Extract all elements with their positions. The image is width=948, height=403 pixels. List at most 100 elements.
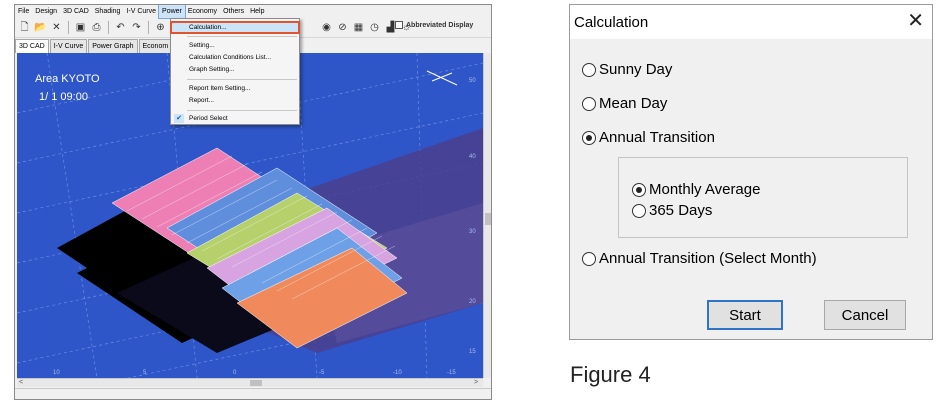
cancel-button[interactable]: Cancel	[824, 300, 906, 330]
calculation-dialog: Calculation ✕ Sunny Day Mean Day Annual …	[569, 4, 933, 340]
tab-iv-curve[interactable]: I-V Curve	[49, 39, 88, 53]
menu-item-period-select-label: Period Select	[189, 115, 228, 122]
option-annual-transition-select-month[interactable]: Annual Transition (Select Month)	[582, 250, 817, 267]
bottom-tick: 10	[53, 370, 60, 376]
print-icon[interactable]: ⎙	[92, 22, 101, 33]
sun-icon[interactable]: ☼	[401, 22, 412, 33]
open-icon[interactable]: 📂	[34, 22, 47, 33]
scroll-right-icon[interactable]: >	[474, 379, 479, 386]
right-tick: 40	[469, 154, 476, 160]
menu-3d-cad[interactable]: 3D CAD	[63, 8, 89, 15]
globe-icon[interactable]: ◉	[322, 22, 331, 33]
menu-help[interactable]: Help	[250, 8, 265, 15]
grid-icon[interactable]: ▦	[353, 22, 364, 33]
toolbar-divider	[148, 21, 149, 34]
annual-transition-subgroup	[618, 157, 908, 238]
bottom-tick: 0	[233, 370, 237, 376]
menu-item-period-select[interactable]: ✔ Period Select	[171, 113, 299, 124]
vertical-scroll-thumb[interactable]	[485, 213, 491, 225]
annual-transition-label: Annual Transition	[599, 129, 715, 146]
mean-day-radio[interactable]	[582, 96, 596, 111]
abbreviated-display-checkbox[interactable]	[395, 21, 403, 29]
toolbar-divider	[68, 21, 69, 34]
no-entry-icon[interactable]: ⊘	[338, 22, 347, 33]
tab-3d-cad[interactable]: 3D CAD	[15, 39, 49, 53]
option-mean-day[interactable]: Mean Day	[582, 95, 667, 112]
menu-item-graph-setting[interactable]: Graph Setting...	[189, 66, 235, 73]
sunny-day-label: Sunny Day	[599, 61, 673, 78]
area-label: Area KYOTO	[35, 73, 100, 85]
bottom-tick: -5	[319, 370, 325, 376]
right-tick: 15	[469, 349, 476, 355]
menu-iv-curve[interactable]: I-V Curve	[126, 8, 157, 15]
monthly-average-radio[interactable]	[632, 182, 646, 197]
start-button[interactable]: Start	[707, 300, 783, 330]
time-label: 1/ 1 09:00	[39, 91, 88, 103]
option-monthly-average[interactable]: Monthly Average	[632, 181, 760, 198]
tab-power-graph[interactable]: Power Graph	[88, 39, 138, 53]
menu-shading[interactable]: Shading	[94, 8, 121, 15]
checkmark-icon: ✔	[174, 114, 184, 123]
annual-transition-radio[interactable]	[582, 130, 596, 145]
scroll-left-icon[interactable]: <	[19, 379, 24, 386]
annual-transition-select-month-radio[interactable]	[582, 251, 596, 266]
menu-design[interactable]: Design	[35, 8, 58, 15]
menu-bar: File Design 3D CAD Shading I-V Curve Pow…	[15, 5, 491, 19]
menu-item-calculation-conditions-list[interactable]: Calculation Conditions List...	[189, 54, 272, 61]
menu-power[interactable]: Power	[158, 5, 186, 19]
save-icon[interactable]: ▣	[75, 22, 86, 33]
toolbar-divider	[108, 21, 109, 34]
abbreviated-display-option[interactable]: Abbreviated Display	[395, 21, 473, 29]
menu-others[interactable]: Others	[223, 8, 245, 15]
menu-economy[interactable]: Economy	[187, 8, 218, 15]
panel-cell-lines	[126, 155, 396, 300]
delete-icon[interactable]: ✕	[52, 22, 61, 33]
close-icon[interactable]: ✕	[907, 10, 924, 32]
sunny-day-radio[interactable]	[582, 62, 596, 77]
compass-icon	[426, 70, 458, 86]
status-bar	[15, 388, 491, 399]
right-tick: 30	[469, 229, 476, 235]
undo-icon[interactable]: ↶	[116, 22, 125, 33]
new-icon[interactable]: 🗋	[20, 22, 29, 33]
view-tabs: 3D CAD I-V Curve Power Graph Econom	[15, 39, 491, 53]
mean-day-label: Mean Day	[599, 95, 668, 112]
right-scale: 50 40 30 20 15	[469, 78, 476, 355]
monthly-average-label: Monthly Average	[649, 181, 761, 198]
redo-icon[interactable]: ↷	[132, 22, 141, 33]
menu-file[interactable]: File	[18, 8, 30, 15]
dialog-title: Calculation	[574, 14, 649, 31]
menu-divider	[187, 110, 297, 111]
horizontal-scrollbar[interactable]: < >	[17, 378, 483, 387]
power-menu-dropdown: Calculation... Setting... Calculation Co…	[170, 18, 300, 125]
panel-array-6	[236, 247, 408, 349]
menu-item-calculation[interactable]: Calculation...	[170, 21, 300, 34]
menu-item-setting[interactable]: Setting...	[189, 42, 215, 49]
3d-scene: 50 40 30 20 15 10 5 0 -5 -10 -15	[17, 53, 483, 378]
365-days-label: 365 Days	[649, 202, 713, 219]
bottom-scale: 10 5 0 -5 -10 -15	[53, 370, 456, 376]
horizontal-scroll-thumb[interactable]	[250, 380, 262, 386]
right-tick: 20	[469, 299, 476, 305]
365-days-radio[interactable]	[632, 203, 646, 218]
right-tick: 50	[469, 78, 476, 84]
annual-transition-select-month-label: Annual Transition (Select Month)	[599, 250, 817, 267]
vertical-scrollbar[interactable]	[483, 53, 491, 378]
chart-icon[interactable]: ▟	[386, 22, 395, 33]
menu-item-report[interactable]: Report...	[189, 97, 214, 104]
menu-divider	[187, 79, 297, 80]
tab-economy[interactable]: Econom	[138, 39, 173, 53]
app-window: File Design 3D CAD Shading I-V Curve Pow…	[14, 4, 492, 400]
option-annual-transition[interactable]: Annual Transition	[582, 129, 715, 146]
clock-icon[interactable]: ◷	[370, 22, 379, 33]
dialog-title-bar: Calculation ✕	[570, 5, 932, 39]
option-sunny-day[interactable]: Sunny Day	[582, 61, 672, 78]
bottom-tick: -15	[447, 370, 456, 376]
figure-caption: Figure 4	[570, 362, 651, 387]
zoom-icon[interactable]: ⊕	[156, 22, 165, 33]
option-365-days[interactable]: 365 Days	[632, 202, 712, 219]
menu-divider	[187, 36, 297, 37]
bottom-tick: -10	[393, 370, 402, 376]
menu-item-report-item-setting[interactable]: Report Item Setting...	[189, 85, 251, 92]
abbreviated-display-label: Abbreviated Display	[406, 21, 474, 29]
